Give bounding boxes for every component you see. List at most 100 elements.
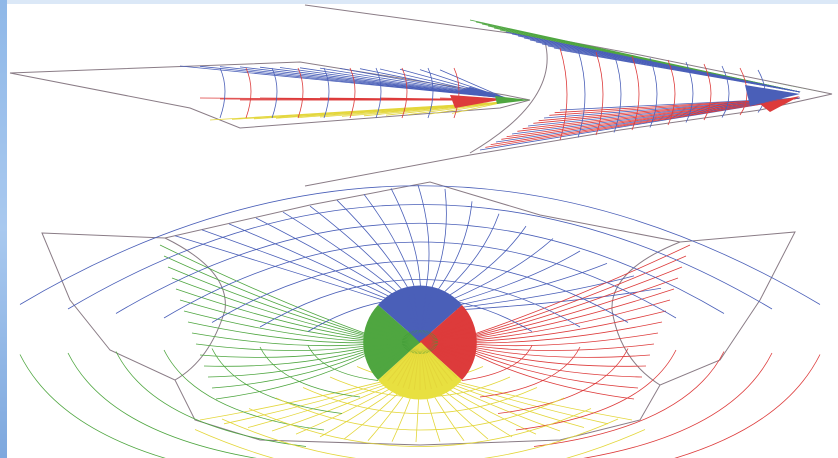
rosette-ray [419,341,471,362]
bn-green-ring [211,348,343,414]
bn-red-ring [515,349,677,431]
trw-cross-strand [703,63,712,121]
rosette-ray [419,294,432,343]
rosette-ray [397,341,421,387]
top-left-wing-mesh [179,65,506,121]
bn-yellow-ring [275,397,565,431]
bn-green-ring [163,349,325,431]
rosette-ray [419,341,448,384]
rosette-ray [419,317,468,343]
rosette-ray [419,294,427,343]
bn-blue-ring [67,204,773,310]
tlw-cross-strand [323,67,330,119]
rosette-ray [419,296,438,343]
rosette-ray [419,341,458,379]
rosette-ray [419,341,462,375]
top-right-wing-panel [304,4,833,187]
trw-cross-strand [649,57,658,128]
rosette-ray [387,341,421,382]
tlw-blue-strand [439,69,506,99]
bn-red-ring [582,352,773,458]
bn-green-ring [307,345,379,381]
bn-blue-ring [259,279,581,328]
rosette-ray [419,341,438,388]
rosette-ray [419,305,458,343]
bn-green-strand [187,321,391,344]
trw-cross-strand [667,59,676,126]
bottom-net-right-lobe [611,241,681,386]
bn-yellow-ring [302,387,538,414]
rosette-ray [402,296,421,343]
top-left-wing-red-core [450,95,505,108]
tlw-cross-strand [219,67,226,119]
rosette-ray [408,341,421,390]
rosette-ray [419,341,432,390]
bn-red-ring [674,354,821,458]
bn-blue-ring [115,222,725,314]
top-left-wing-blue-core [455,87,505,97]
bn-red-ring [461,345,533,381]
bn-blue-ring [211,260,629,323]
top-left-wing-green-tip [495,96,530,104]
rosette-ray [419,313,465,343]
rosette-ray [378,341,421,375]
rosette-ray [382,341,421,379]
tlw-yellow-strand [451,101,506,114]
tlw-cross-strand [297,67,304,119]
top-right-wing-mesh [469,19,801,151]
rosette-ray [419,341,443,387]
top-right-wing-inner-curve [469,41,548,154]
bottom-net-panel [19,181,821,458]
rosette-ray [375,341,421,371]
bn-green-ring [259,346,361,398]
tlw-cross-strand [427,67,434,119]
bn-green-ring [115,351,307,447]
bn-yellow-ring [248,408,592,447]
rosette-ray [369,341,421,362]
rosette-ray [408,294,421,343]
rosette-ray [419,341,427,390]
bn-red-strand [449,244,691,343]
rosette-ray [365,336,421,343]
rosette-ray [367,341,421,358]
rosette-ray [397,297,421,343]
rosette-ray [413,341,421,390]
rosette-ray [419,331,474,343]
rosette-ray [392,300,421,343]
rosette-ray [419,336,475,343]
rosette-ray [419,322,471,343]
top-right-wing-red-core [760,96,800,112]
rosette-ray [366,341,421,353]
rosette-ray [419,309,462,343]
trw-cross-strand [685,61,694,123]
bottom-net-rosette [363,285,477,400]
trw-cross-strand [595,51,604,136]
tlw-cross-strand [401,67,408,119]
top-left-wing-panel [9,61,531,129]
rosette-ray [387,302,421,343]
bn-green-strand [159,244,391,343]
tlw-cross-strand [245,67,252,119]
rosette-ray [419,341,468,367]
bn-green-strand [203,341,391,367]
bn-blue-ring [163,241,677,319]
bottom-net-left-lobe [164,237,226,381]
rosette-ray [365,341,421,348]
tlw-cross-strand [375,67,382,119]
trw-cross-strand [577,49,586,138]
tlw-yellow-strand [429,101,506,115]
rosette-ray [369,322,421,343]
bn-green-strand [195,341,391,351]
rosette-ray [419,341,465,371]
bn-green-ring [67,352,258,458]
rosette-ray [419,302,453,343]
rosette-ray [367,326,421,343]
rosette-rays [365,294,475,390]
rosette-ray [372,341,421,367]
bn-red-strand [449,321,663,344]
bn-red-strand [449,341,647,367]
rosette-ray [419,300,448,343]
tlw-cross-strand [349,67,356,119]
trw-cross-strand [559,47,568,141]
